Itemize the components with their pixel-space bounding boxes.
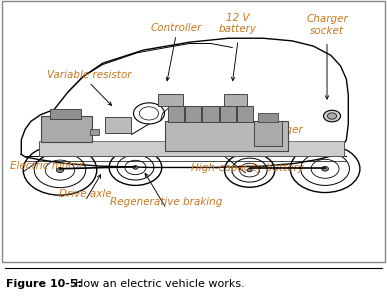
FancyBboxPatch shape (202, 106, 219, 122)
FancyBboxPatch shape (168, 106, 184, 122)
FancyBboxPatch shape (224, 94, 247, 106)
Text: How an electric vehicle works.: How an electric vehicle works. (68, 279, 245, 289)
Circle shape (322, 166, 329, 171)
Text: High-capacity battery: High-capacity battery (191, 163, 304, 173)
Bar (90, 129, 99, 134)
Text: Drive axle: Drive axle (59, 189, 111, 199)
Text: Figure 10-5:: Figure 10-5: (6, 279, 82, 289)
FancyBboxPatch shape (165, 120, 288, 151)
Text: Charger
socket: Charger socket (306, 14, 348, 35)
FancyBboxPatch shape (220, 106, 236, 122)
FancyBboxPatch shape (237, 106, 253, 122)
Circle shape (324, 110, 341, 122)
FancyBboxPatch shape (185, 106, 201, 122)
FancyBboxPatch shape (50, 109, 81, 119)
FancyBboxPatch shape (258, 114, 278, 122)
Bar (39, 141, 344, 156)
Circle shape (247, 168, 252, 172)
Text: Electric motor: Electric motor (10, 162, 83, 171)
FancyBboxPatch shape (105, 117, 131, 133)
Text: Variable resistor: Variable resistor (47, 70, 131, 80)
FancyBboxPatch shape (254, 120, 282, 146)
Circle shape (327, 113, 337, 119)
Circle shape (133, 166, 138, 169)
Text: Regenerative braking: Regenerative braking (110, 197, 223, 207)
Text: 12 V
battery: 12 V battery (219, 13, 257, 34)
Text: Charger: Charger (262, 125, 303, 134)
Text: Controller: Controller (151, 23, 202, 33)
FancyBboxPatch shape (158, 94, 183, 106)
FancyBboxPatch shape (41, 116, 92, 142)
Circle shape (57, 167, 63, 173)
